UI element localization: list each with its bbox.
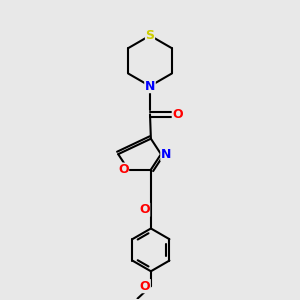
Text: O: O — [139, 203, 150, 216]
Text: N: N — [161, 148, 171, 161]
Text: N: N — [145, 80, 155, 93]
Text: O: O — [118, 163, 129, 176]
Text: S: S — [146, 29, 154, 42]
Text: O: O — [172, 108, 183, 121]
Text: O: O — [140, 280, 150, 292]
